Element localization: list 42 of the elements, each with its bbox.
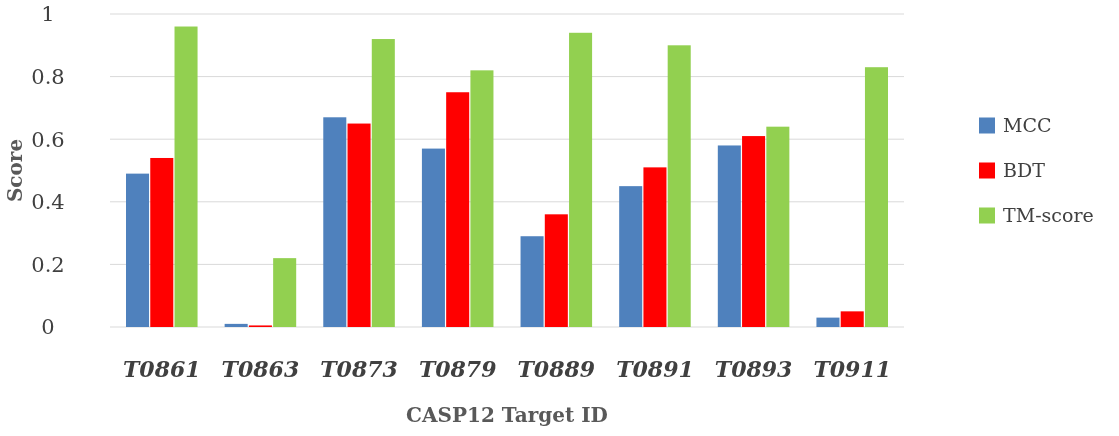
bar: [520, 236, 544, 327]
bar: [742, 136, 766, 327]
y-axis-title: Score: [3, 138, 27, 203]
x-axis-title: CASP12 Target ID: [406, 403, 608, 427]
bar: [544, 214, 568, 327]
legend-label: MCC: [1003, 114, 1052, 137]
bar: [347, 123, 371, 327]
bar: [421, 148, 445, 327]
y-tick-label: 0.2: [31, 252, 65, 277]
bar: [224, 323, 248, 327]
bar: [126, 173, 150, 327]
bar: [840, 311, 864, 327]
x-tick-label: T0889: [517, 356, 596, 382]
legend-label: TM-score: [1003, 204, 1094, 227]
bar: [667, 45, 691, 327]
bar: [446, 92, 470, 327]
x-tick-label: T0879: [418, 356, 497, 382]
x-tick-label: T0861: [122, 356, 201, 382]
bar: [717, 145, 741, 327]
x-tick-label: T0891: [616, 356, 694, 382]
bar: [619, 186, 643, 327]
bar: [569, 32, 593, 327]
x-tick-label: T0873: [320, 356, 398, 382]
bar: [816, 317, 840, 327]
bar: [643, 167, 667, 327]
bar: [150, 157, 174, 327]
bar: [273, 258, 297, 327]
bar: [174, 26, 198, 327]
y-tick-label: 0.4: [31, 190, 65, 215]
bar: [864, 67, 888, 327]
bar: [470, 70, 494, 327]
bar: [371, 39, 395, 327]
y-tick-label: 0: [41, 315, 55, 340]
y-tick-label: 0.8: [31, 64, 65, 89]
x-tick-label: T0893: [714, 356, 793, 382]
legend-label: BDT: [1003, 159, 1046, 182]
y-tick-label: 1: [41, 2, 55, 27]
bar: [323, 117, 347, 327]
bar: [766, 126, 790, 327]
x-tick-label: T0911: [813, 356, 892, 382]
x-tick-label: T0863: [221, 356, 300, 382]
y-tick-label: 0.6: [31, 127, 65, 152]
